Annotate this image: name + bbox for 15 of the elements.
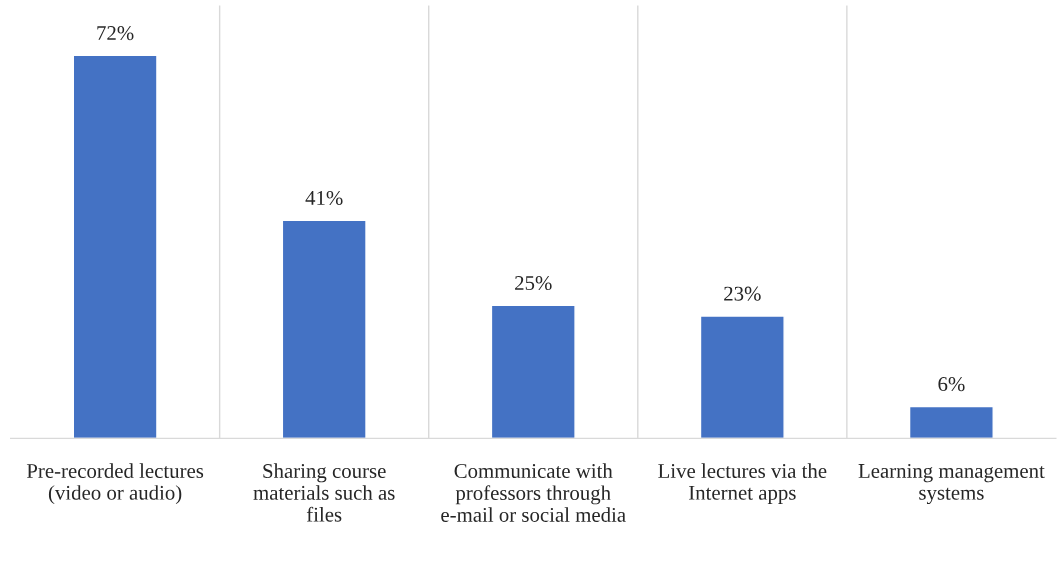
data-label: 41% xyxy=(305,190,343,206)
data-label: 6% xyxy=(938,377,965,392)
x-tick-label: Pre-recorded lectures (video or audio) xyxy=(26,463,204,505)
x-tick-label: Sharing course materials such as files xyxy=(253,463,395,522)
bar xyxy=(490,304,576,439)
data-label: 23% xyxy=(724,286,761,301)
x-tick-label: Learning management systems xyxy=(858,463,1045,505)
x-tick-label: Communicate with professors through e-mail or social media xyxy=(441,463,626,522)
data-label: 25% xyxy=(515,275,552,291)
bar xyxy=(72,54,158,439)
bar xyxy=(908,405,994,439)
x-tick-label: Live lectures via the Internet apps xyxy=(658,463,827,505)
bar xyxy=(699,315,785,439)
data-label: 72% xyxy=(97,26,134,41)
bar xyxy=(281,219,367,439)
